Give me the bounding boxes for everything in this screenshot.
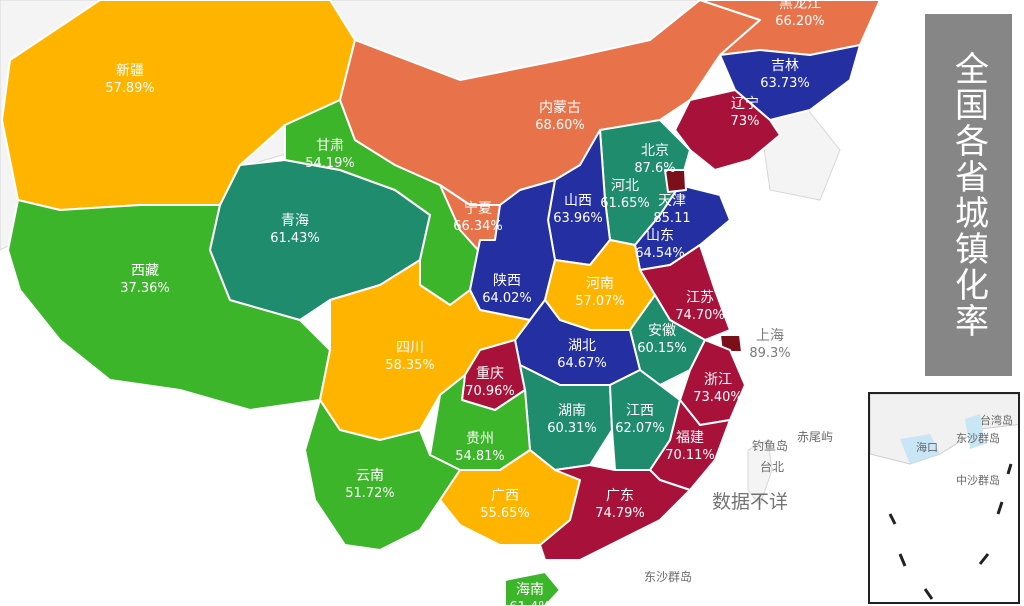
- taibei-label: 台北: [760, 460, 785, 474]
- province-value-heilongjiang: 66.20%: [775, 14, 825, 29]
- dongsha-label: 东沙群岛: [644, 570, 693, 584]
- province-value-shandong: 64.54%: [635, 246, 685, 261]
- province-name-guangdong: 广东: [606, 488, 634, 504]
- province-value-ningxia: 66.34%: [453, 219, 503, 234]
- taiwan-island: [747, 439, 773, 507]
- province-value-guangxi: 55.65%: [480, 506, 530, 521]
- chiweiyu-label: 赤尾屿: [797, 430, 834, 444]
- province-name-xinjiang: 新疆: [116, 63, 144, 79]
- province-value-jilin: 63.73%: [760, 76, 810, 91]
- province-name-chongqing: 重庆: [476, 366, 504, 382]
- province-name-zhejiang: 浙江: [704, 372, 732, 388]
- province-name-shanghai: 上海: [756, 328, 784, 344]
- province-name-yunnan: 云南: [356, 468, 384, 484]
- province-tianjin[interactable]: [664, 169, 687, 193]
- province-value-shanxi: 63.96%: [553, 211, 603, 226]
- province-name-neimenggu: 内蒙古: [539, 100, 581, 116]
- south-china-sea-inset: 台湾岛 东沙群岛 海口 中沙群岛: [868, 392, 1020, 604]
- province-value-gansu: 54.19%: [305, 156, 355, 171]
- province-name-shaanxi: 陕西: [493, 273, 521, 289]
- province-name-jiangsu: 江苏: [686, 290, 714, 306]
- province-value-chongqing: 70.96%: [465, 384, 515, 399]
- province-value-hunan: 60.31%: [547, 421, 597, 436]
- province-value-zhejiang: 73.40%: [693, 390, 743, 405]
- province-liaoning[interactable]: [674, 89, 781, 171]
- province-value-neimenggu: 68.60%: [535, 118, 585, 133]
- province-name-tianjin: 天津: [658, 193, 686, 209]
- province-value-sichuan: 58.35%: [385, 358, 435, 373]
- province-value-xinjiang: 57.89%: [105, 81, 155, 96]
- watermark-text: 数据不详: [712, 491, 789, 513]
- province-name-guangxi: 广西: [491, 488, 519, 504]
- inset-haikou-label: 海口: [916, 441, 938, 454]
- province-name-gansu: 甘肃: [316, 138, 344, 154]
- province-value-hainan: 61.4%: [509, 600, 550, 606]
- province-name-hebei: 河北: [611, 178, 639, 194]
- province-name-heilongjiang: 黑龙江: [779, 0, 821, 12]
- province-value-hubei: 64.67%: [557, 356, 607, 371]
- province-name-hubei: 湖北: [568, 338, 596, 354]
- province-value-xizang: 37.36%: [120, 281, 170, 296]
- province-name-xizang: 西藏: [131, 263, 159, 279]
- province-name-fujian: 福建: [676, 430, 704, 446]
- province-value-henan: 57.07%: [575, 294, 625, 309]
- province-name-henan: 河南: [586, 276, 614, 292]
- inset-taiwan-label: 台湾岛: [980, 414, 1013, 427]
- province-name-shandong: 山东: [646, 228, 674, 244]
- province-name-sichuan: 四川: [396, 340, 424, 356]
- province-name-jiangxi: 江西: [626, 403, 654, 419]
- province-value-yunnan: 51.72%: [345, 486, 395, 501]
- province-value-anhui: 60.15%: [637, 341, 687, 356]
- province-value-beijing: 87.6%: [634, 161, 675, 176]
- province-value-shanghai: 89.3%: [749, 346, 790, 361]
- province-name-guizhou: 贵州: [466, 431, 494, 447]
- province-name-qinghai: 青海: [281, 213, 309, 229]
- province-name-anhui: 安徽: [648, 323, 676, 339]
- province-hainan[interactable]: [504, 571, 561, 606]
- province-name-ningxia: 宁夏: [464, 200, 492, 217]
- province-value-jiangsu: 74.70%: [675, 308, 725, 323]
- province-labels: 新疆 57.89% 西藏 37.36% 青海 61.43% 甘肃 54.19% 内蒙古 68.60…: [105, 0, 825, 606]
- province-value-fujian: 70.11%: [665, 448, 715, 463]
- province-name-hunan: 湖南: [558, 403, 586, 419]
- province-value-tianjin: 85.11: [653, 211, 690, 226]
- inset-zhongsha-label: 中沙群岛: [956, 474, 1000, 487]
- title-panel: 全国各省城镇化率: [923, 12, 1014, 378]
- province-value-hebei: 61.65%: [600, 196, 650, 211]
- province-name-liaoning: 辽宁: [731, 95, 759, 112]
- inset-dongsha-label: 东沙群岛: [956, 432, 1000, 445]
- province-value-guizhou: 54.81%: [455, 449, 505, 464]
- province-name-hainan: 海南: [516, 582, 544, 598]
- province-value-liaoning: 73%: [731, 114, 760, 129]
- province-value-shaanxi: 64.02%: [482, 291, 532, 306]
- province-value-qinghai: 61.43%: [270, 231, 320, 246]
- province-guangdong[interactable]: [539, 464, 691, 561]
- map-title: 全国各省城镇化率: [948, 51, 989, 339]
- diaoyudao-label: 钓鱼岛: [752, 439, 789, 453]
- province-name-shanxi: 山西: [564, 193, 592, 209]
- province-name-jilin: 吉林: [771, 58, 799, 74]
- province-value-jiangxi: 62.07%: [615, 421, 665, 436]
- province-name-beijing: 北京: [641, 143, 669, 159]
- province-value-guangdong: 74.79%: [595, 506, 645, 521]
- inset-map: [870, 394, 1018, 600]
